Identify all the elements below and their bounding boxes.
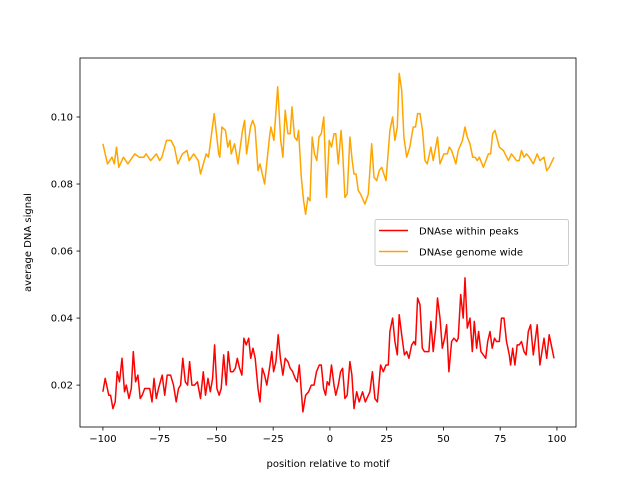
x-tick-label: 100 xyxy=(547,434,566,445)
y-axis-label: average DNA signal xyxy=(23,193,34,292)
legend: DNAse within peaks DNAse genome wide xyxy=(374,219,569,266)
legend-box xyxy=(374,219,569,266)
x-tick-label: −50 xyxy=(206,434,227,445)
series-line-genome-wide xyxy=(102,72,555,215)
series-line-within-peaks xyxy=(102,277,555,413)
legend-label-peaks: DNAse within peaks xyxy=(419,227,519,238)
legend-label-genome: DNAse genome wide xyxy=(419,248,523,259)
x-axis-label: position relative to motif xyxy=(267,459,390,470)
axes-frame xyxy=(79,57,577,428)
y-tick-label: 0.04 xyxy=(51,314,73,325)
x-tick-label: 0 xyxy=(327,434,333,445)
y-tick-label: 0.10 xyxy=(51,112,73,123)
x-tick-label: −75 xyxy=(149,434,170,445)
y-tick-label: 0.08 xyxy=(51,180,73,191)
y-tick-label: 0.06 xyxy=(51,247,73,258)
y-tick-label: 0.02 xyxy=(51,381,73,392)
series-layer xyxy=(102,72,555,413)
x-tick-label: 25 xyxy=(380,434,393,445)
y-axis: 0.02 0.04 0.06 0.08 0.10 xyxy=(51,112,80,392)
x-tick-label: −25 xyxy=(263,434,284,445)
x-tick-label: 75 xyxy=(494,434,507,445)
x-tick-label: −100 xyxy=(89,434,116,445)
x-axis: −100 −75 −50 −25 0 25 50 75 100 xyxy=(89,427,566,445)
x-tick-label: 50 xyxy=(437,434,450,445)
